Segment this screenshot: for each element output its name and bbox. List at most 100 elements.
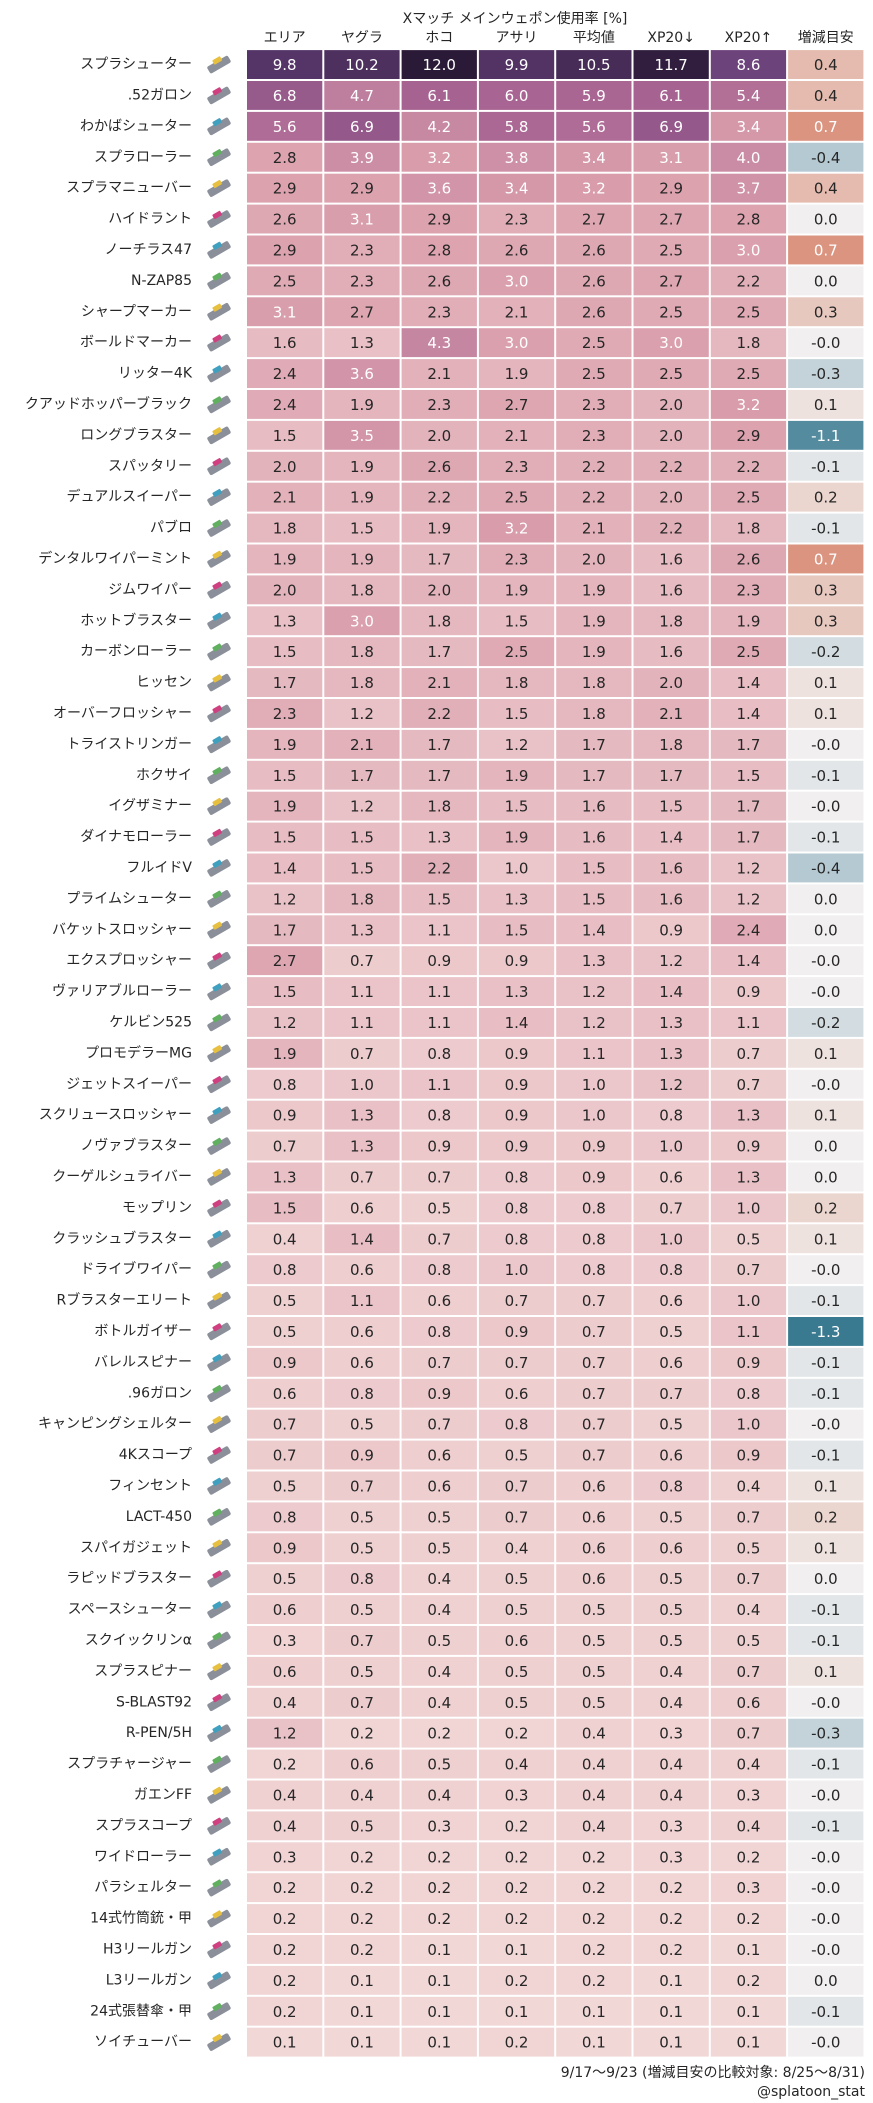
- heat-cell: [710, 50, 787, 79]
- cell-label: 0.3: [737, 1786, 761, 1804]
- heat-cell: [633, 1038, 709, 1068]
- icon-body: [207, 982, 231, 1001]
- cell-label: 2.8: [273, 149, 297, 167]
- heat-cell: [710, 1131, 787, 1161]
- cell-label: 0.8: [273, 1508, 297, 1526]
- cell-label: 0.2: [505, 1848, 529, 1866]
- change-label: -0.3: [811, 1725, 840, 1743]
- cell-label: 2.0: [427, 427, 451, 445]
- heat-cell: [633, 1131, 709, 1161]
- cell-label: 1.6: [659, 581, 683, 599]
- cell-label: 5.6: [273, 118, 297, 136]
- heat-cell: [556, 513, 632, 543]
- cell-label: 2.2: [582, 458, 606, 476]
- change-cell: [788, 1409, 864, 1439]
- cell-label: 0.4: [273, 1230, 297, 1248]
- row-label: シャープマーカー: [81, 304, 192, 320]
- cell-label: 0.2: [582, 1910, 606, 1928]
- icon-accent: [212, 1168, 222, 1177]
- change-cell: [788, 853, 864, 883]
- icon-body: [207, 1878, 231, 1897]
- cell-label: 3.0: [659, 334, 683, 352]
- cell-label: 1.2: [273, 1725, 297, 1743]
- cell-label: 3.6: [427, 180, 451, 198]
- column-header: XP20↓: [647, 30, 695, 46]
- change-label: -0.1: [811, 829, 840, 847]
- cell-label: 0.4: [737, 1756, 761, 1774]
- heat-cell: [710, 513, 787, 543]
- heat-cell: [324, 1162, 400, 1192]
- change-cell: [788, 1347, 864, 1377]
- heat-cell: [324, 884, 400, 914]
- cell-label: 2.1: [505, 303, 529, 321]
- heat-cell: [556, 266, 632, 296]
- heat-cell: [324, 1687, 400, 1717]
- heat-cell: [324, 1224, 400, 1254]
- cell-label: 1.0: [659, 1138, 683, 1156]
- heat-cell: [324, 1904, 400, 1933]
- heat-cell: [478, 1780, 555, 1810]
- cell-label: 1.3: [659, 1014, 683, 1032]
- heat-cell: [556, 1100, 632, 1130]
- cell-label: 0.6: [659, 1292, 683, 1310]
- heat-cell: [324, 977, 400, 1006]
- heat-cell: [478, 235, 555, 265]
- heat-cell: [247, 1131, 323, 1161]
- heat-cell: [556, 1687, 632, 1717]
- cell-label: 1.5: [582, 890, 606, 908]
- heat-cell: [633, 1224, 709, 1254]
- cell-label: 1.0: [659, 1230, 683, 1248]
- icon-accent: [212, 1045, 222, 1054]
- heat-cell: [401, 884, 477, 914]
- row-label: スプラスピナー: [94, 1663, 192, 1679]
- icon-body: [207, 1508, 231, 1526]
- heat-cell: [324, 915, 400, 945]
- cell-label: 0.8: [582, 1261, 606, 1279]
- cell-label: 0.1: [350, 1972, 374, 1990]
- cell-label: 1.5: [505, 921, 529, 939]
- change-cell: [788, 1286, 864, 1315]
- heat-cell: [633, 1749, 709, 1779]
- heat-cell: [247, 390, 323, 419]
- cell-label: 1.9: [273, 798, 297, 816]
- cell-label: 0.7: [582, 1385, 606, 1403]
- cell-label: 0.5: [659, 1508, 683, 1526]
- cell-label: 0.1: [737, 2034, 761, 2052]
- change-cell: [788, 390, 864, 419]
- heat-cell: [556, 1780, 632, 1810]
- heat-cell: [710, 235, 787, 265]
- row-label: スペースシューター: [68, 1602, 192, 1618]
- change-label: 0.0: [814, 921, 838, 939]
- cell-label: 2.5: [582, 365, 606, 383]
- icon-accent: [212, 1106, 222, 1116]
- cell-label: 1.0: [737, 1292, 761, 1310]
- heat-cell: [478, 1935, 555, 1964]
- weapon-icon: [207, 673, 231, 692]
- heat-cell: [633, 1162, 709, 1192]
- change-cell: [788, 1873, 864, 1903]
- change-label: 0.1: [814, 1663, 838, 1681]
- change-label: 0.0: [814, 1138, 838, 1156]
- cell-label: 0.6: [350, 1323, 374, 1341]
- heat-cell: [401, 791, 477, 821]
- heat-cell: [324, 328, 400, 358]
- weapon-icon: [207, 1909, 231, 1928]
- heat-cell: [247, 1193, 323, 1223]
- weapon-icon: [207, 1384, 231, 1402]
- change-cell: [788, 1378, 864, 1408]
- cell-label: 2.6: [737, 550, 761, 568]
- heat-cell: [710, 575, 787, 605]
- cell-label: 0.8: [427, 1261, 451, 1279]
- heat-cell: [401, 1656, 477, 1686]
- change-label: 0.3: [814, 581, 838, 599]
- cell-label: 2.5: [659, 365, 683, 383]
- change-cell: [788, 359, 864, 388]
- row-label: スクイックリンα: [85, 1632, 192, 1648]
- cell-label: 2.5: [737, 303, 761, 321]
- change-label: 0.1: [814, 1539, 838, 1557]
- heat-cell: [478, 1904, 555, 1933]
- heat-cell: [247, 1564, 323, 1594]
- change-label: -0.0: [811, 2034, 840, 2052]
- heat-cell: [324, 729, 400, 759]
- cell-label: 1.4: [737, 674, 761, 692]
